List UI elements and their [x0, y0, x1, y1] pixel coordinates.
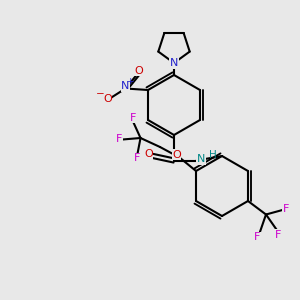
Text: F: F — [275, 230, 281, 240]
Text: +: + — [126, 77, 134, 86]
Text: O: O — [135, 65, 143, 76]
Text: N: N — [121, 81, 130, 92]
Text: F: F — [116, 134, 122, 145]
Text: N: N — [170, 58, 178, 68]
Text: F: F — [134, 153, 141, 163]
Text: O: O — [144, 149, 153, 160]
Text: O: O — [103, 94, 112, 104]
Text: O: O — [172, 149, 181, 160]
Text: −: − — [96, 89, 105, 99]
Text: F: F — [130, 113, 136, 123]
Text: F: F — [254, 232, 260, 242]
Text: N: N — [197, 154, 205, 164]
Text: H: H — [209, 150, 217, 160]
Text: F: F — [283, 203, 289, 214]
